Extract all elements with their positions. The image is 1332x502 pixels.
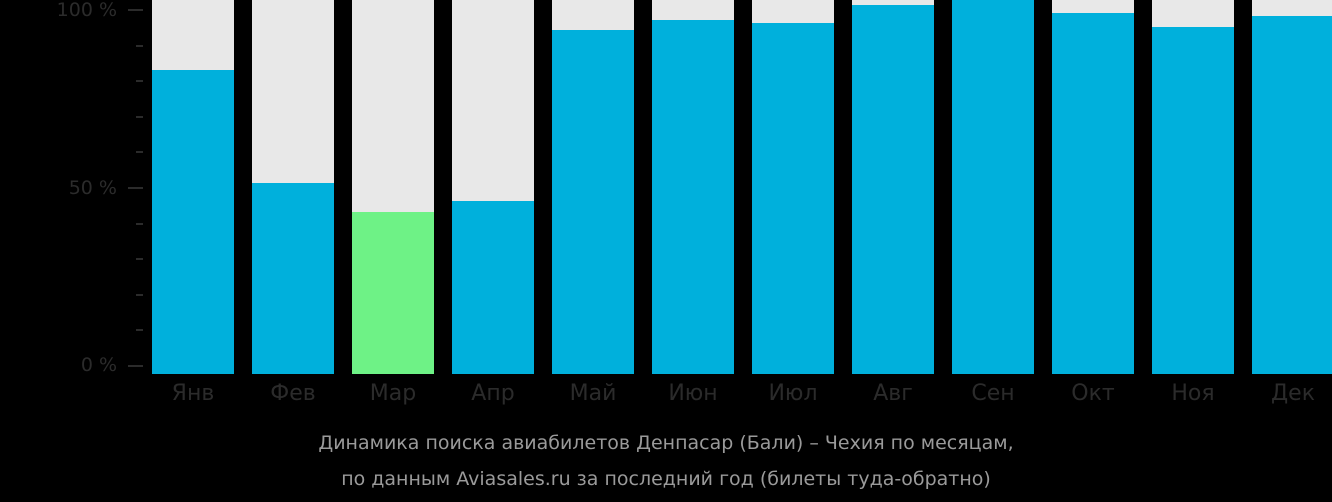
y-minor-tick (136, 115, 143, 118)
bar-value (1252, 16, 1332, 374)
bar-11 (1252, 0, 1332, 374)
bar-value (552, 30, 634, 374)
bar-value (452, 201, 534, 374)
bar-value (752, 23, 834, 374)
bar-value (852, 5, 934, 374)
x-tick-label: Окт (1071, 381, 1115, 406)
x-tick-label: Апр (471, 381, 515, 406)
bar-1 (252, 0, 334, 374)
bar-9 (1052, 0, 1134, 374)
bar-value (252, 183, 334, 374)
x-tick-label: Дек (1270, 381, 1315, 406)
y-minor-tick (136, 44, 143, 47)
bar-0 (152, 0, 234, 374)
y-minor-tick (136, 258, 143, 261)
y-tick-label-0: 0 % (80, 354, 117, 376)
x-tick-label: Май (569, 381, 617, 406)
y-minor-tick (136, 80, 143, 83)
chart-caption-line-1: Динамика поиска авиабилетов Денпасар (Ба… (318, 432, 1014, 454)
bar-value (352, 211, 434, 374)
y-tick-label-100: 100 % (56, 0, 117, 21)
chart-caption-line-2: по данным Aviasales.ru за последний год … (341, 468, 991, 490)
bar-value (652, 19, 734, 374)
y-minor-tick (136, 222, 143, 225)
x-tick-label: Авг (873, 381, 913, 406)
bar-2 (352, 0, 434, 374)
x-tick-label: Янв (171, 381, 215, 406)
y-minor-tick (136, 151, 143, 154)
bar-value (1052, 12, 1134, 374)
bar-5 (652, 0, 734, 374)
y-minor-tick (136, 293, 143, 296)
y-major-tick (128, 187, 143, 189)
y-minor-tick (136, 329, 143, 332)
bar-3 (452, 0, 534, 374)
x-tick-label: Ноя (1171, 381, 1215, 406)
x-tick-label: Июл (768, 381, 818, 406)
bar-7 (852, 0, 934, 374)
x-tick-label: Июн (668, 381, 718, 406)
bar-value (152, 69, 234, 374)
bar-8 (952, 0, 1034, 374)
x-tick-label: Мар (369, 381, 417, 406)
y-major-tick (128, 365, 143, 367)
x-tick-label: Фев (270, 381, 316, 406)
bar-4 (552, 0, 634, 374)
x-tick-label: Сен (971, 381, 1015, 406)
y-tick-label-50: 50 % (68, 177, 117, 199)
bar-6 (752, 0, 834, 374)
y-major-tick (128, 9, 143, 11)
bar-value (952, 0, 1034, 374)
bar-value (1152, 26, 1234, 374)
bar-10 (1152, 0, 1234, 374)
